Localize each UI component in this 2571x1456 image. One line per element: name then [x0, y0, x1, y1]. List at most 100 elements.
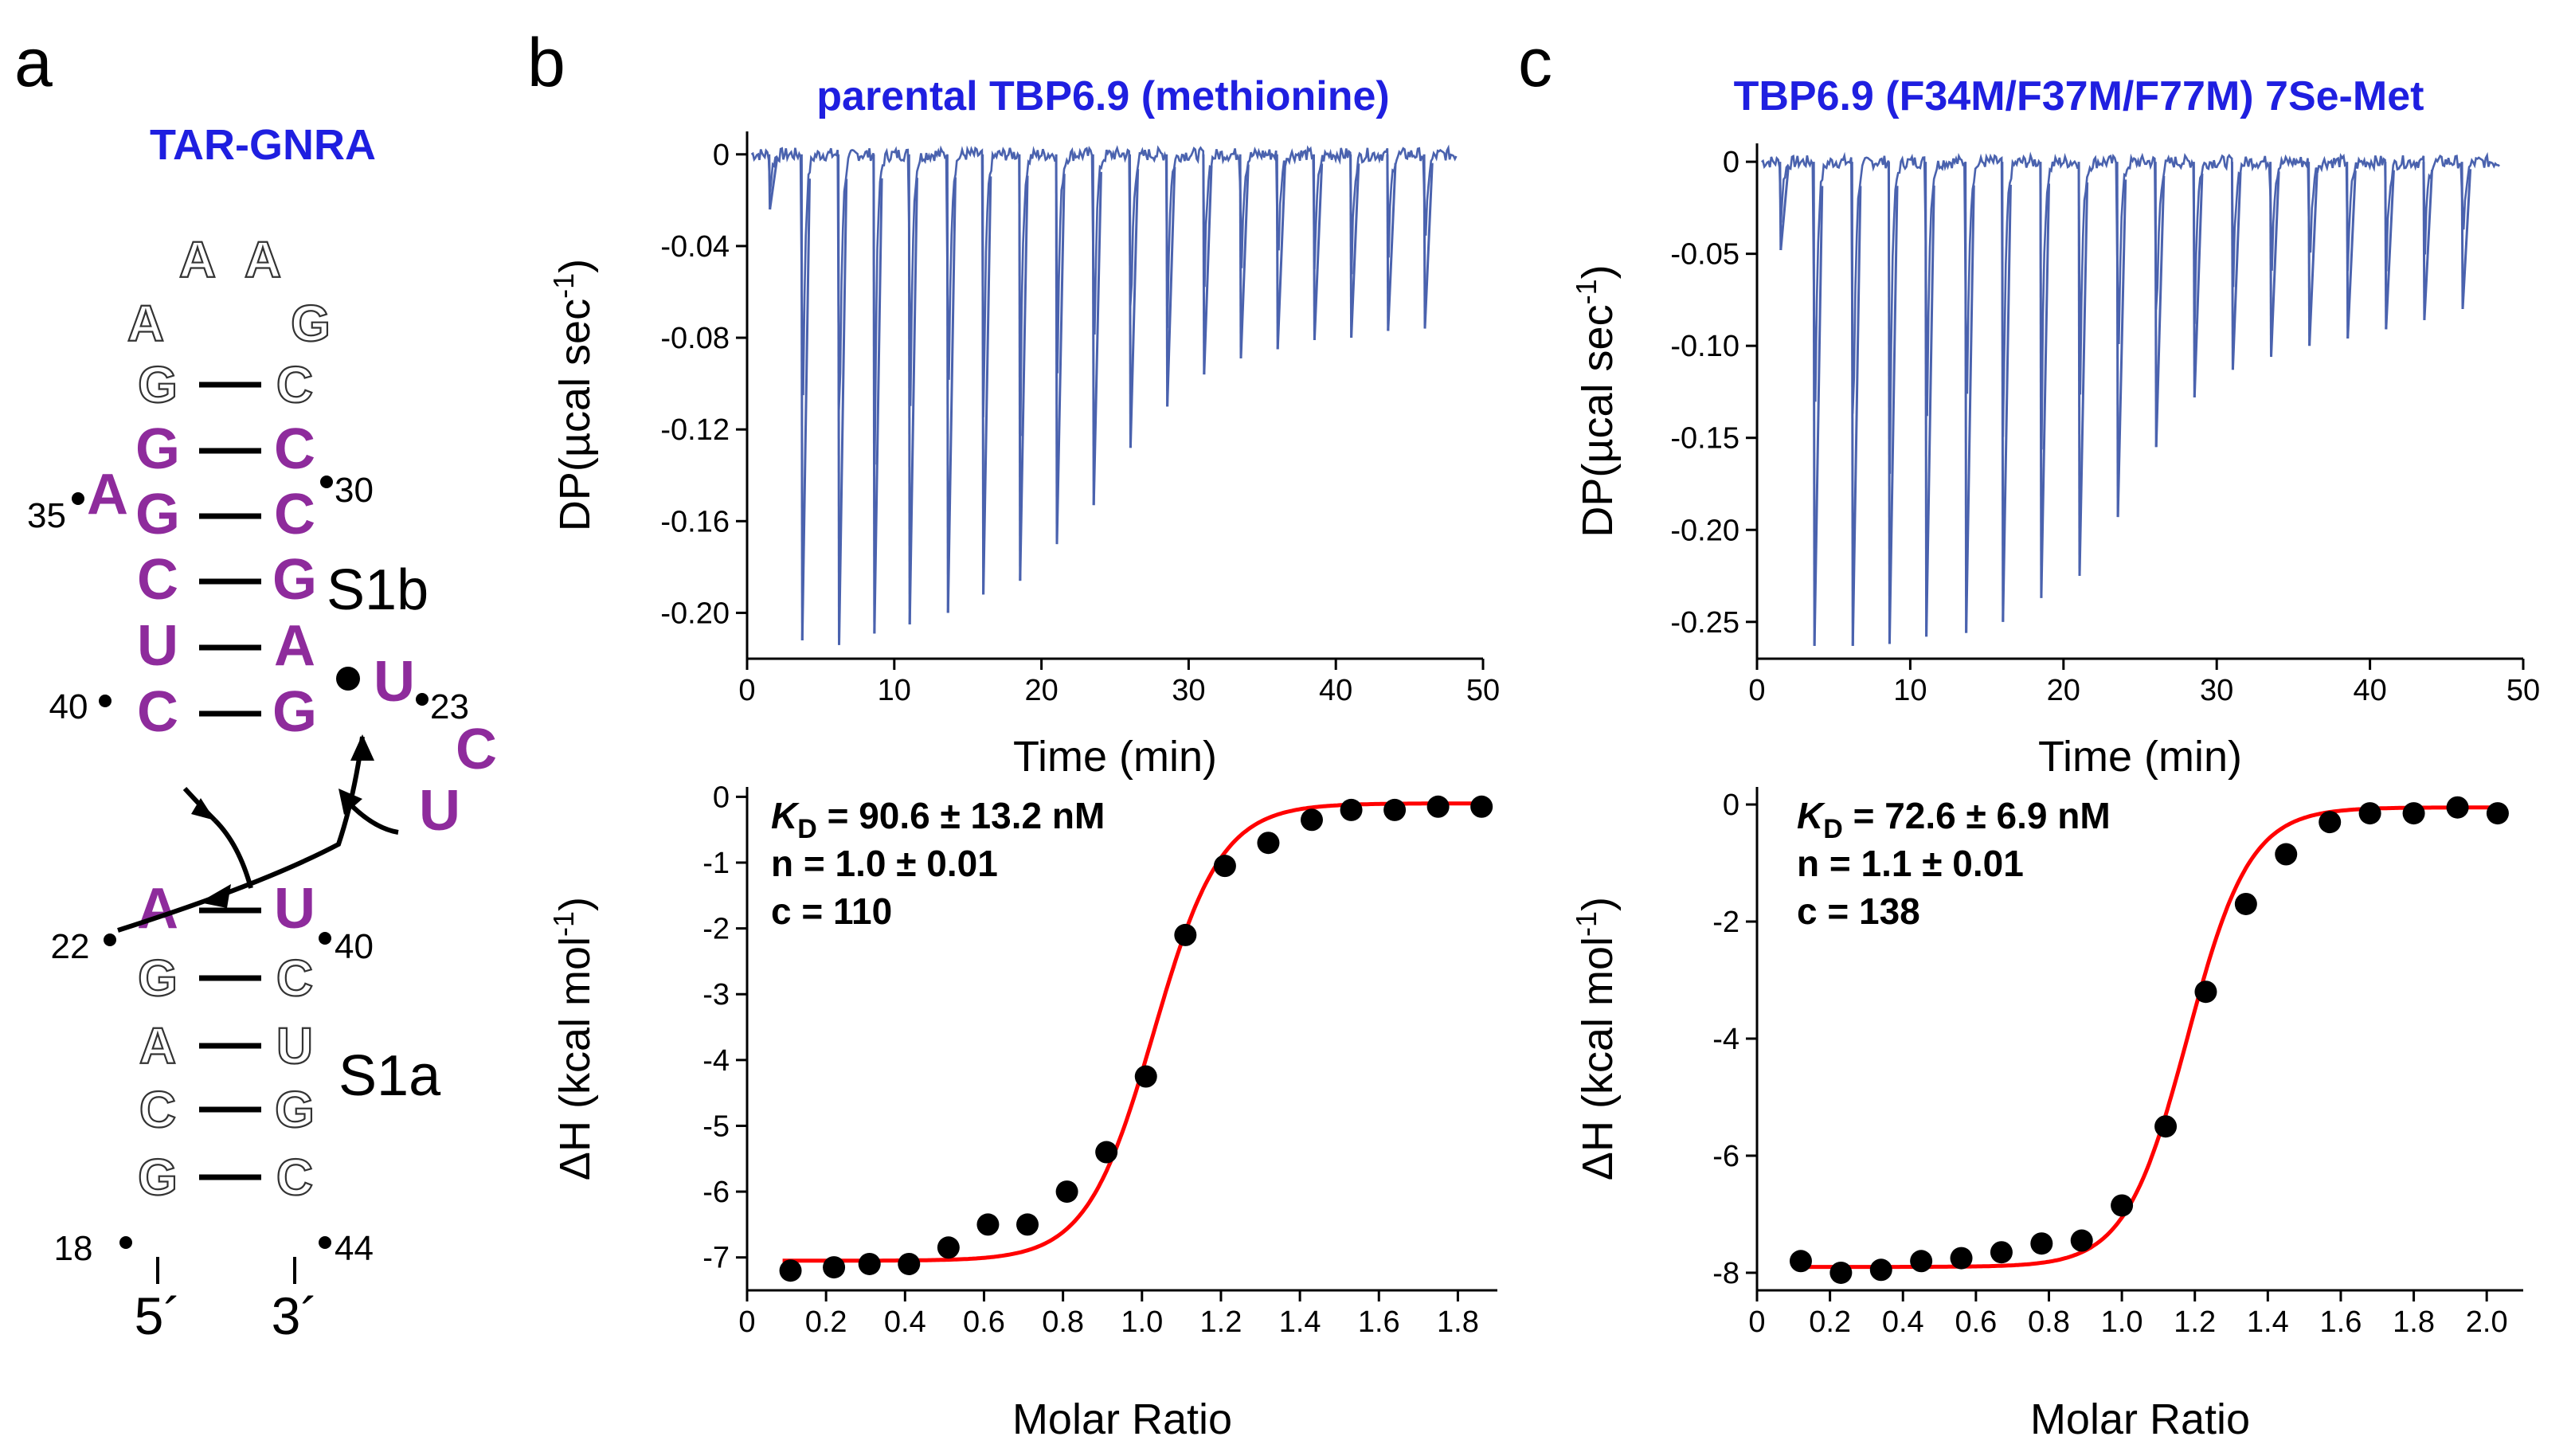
panel-b-title: parental TBP6.9 (methionine)	[816, 73, 1389, 119]
c-bottom-x-tick-label: 1.4	[2247, 1305, 2289, 1339]
label-18: 18	[54, 1229, 93, 1268]
nt-44-dot	[319, 1236, 331, 1249]
arrow-c-to-u-tail	[213, 818, 253, 889]
c-top-injection-decay	[1965, 185, 1975, 633]
c-top-injection-decay	[2308, 170, 2319, 346]
kd-b: KD = 90.6 ± 13.2 nM	[771, 795, 1105, 844]
pair-6-left-nt: C	[137, 680, 178, 744]
c-bottom-data-point	[1950, 1247, 1973, 1270]
b-bottom-y-label-end: )	[551, 897, 599, 911]
c-bottom-data-point	[2402, 802, 2425, 825]
b-bottom-y-tick-label: -2	[702, 913, 730, 946]
b-top-injection-decay	[1019, 175, 1029, 581]
b-bottom-x-tick-label: 0.8	[1042, 1305, 1084, 1339]
c-bottom-data-point	[2154, 1115, 2178, 1138]
stem-label-s1b: S1b	[327, 558, 428, 622]
c-bottom-y-tick-label: -6	[1712, 1140, 1739, 1173]
b-bottom-y-tick-label: -3	[702, 978, 730, 1012]
c-top-injection-decay	[2193, 173, 2204, 397]
c-top-injection-decay	[2040, 183, 2051, 598]
c-bottom-data-point	[2111, 1194, 2134, 1217]
b-top-injection-decay	[769, 157, 779, 210]
arrowhead-left	[338, 789, 362, 815]
loop-nt-3: A	[127, 295, 164, 352]
c-bottom-y-label-sup: -1	[1570, 911, 1602, 937]
label-44: 44	[335, 1229, 374, 1268]
bulge-nt-35: A	[87, 463, 128, 526]
b-bottom-data-point	[1174, 923, 1197, 946]
b-bottom-y-label: ΔH (kcal mol-1)	[547, 897, 599, 1180]
b-bottom-x-tick-label: 1.8	[1437, 1305, 1479, 1339]
b-top-injection-decay	[1239, 164, 1250, 359]
b-bottom-data-point	[1426, 795, 1450, 818]
b-top-x-tick-label: 20	[1024, 674, 1058, 707]
b-bottom-data-point	[1055, 1180, 1078, 1204]
b-top-injection-decay	[982, 176, 992, 595]
b-top-x-tick-label: 30	[1172, 674, 1205, 707]
kd-b-value: = 90.6 ± 13.2 nM	[817, 795, 1105, 836]
apical-loop: A A A G	[127, 230, 331, 353]
b-bottom-y-tick-label: -7	[702, 1242, 730, 1275]
b-top-injection-decay	[838, 178, 848, 645]
b-bottom-data-point	[1213, 855, 1236, 878]
kd-b-sub: D	[797, 814, 817, 844]
b-bottom-y-label-main: ΔH (kcal mol	[551, 937, 599, 1180]
c-top-injection-decay	[2461, 169, 2472, 310]
loop-nt-2: A	[245, 231, 281, 288]
c-bottom-data-point	[2275, 843, 2298, 866]
c-top-injection-decay	[2270, 171, 2280, 358]
b-top-y-label-sup: -1	[547, 273, 580, 299]
nt-40-right-dot	[319, 932, 331, 945]
b-top-injection-decay	[1055, 174, 1066, 545]
label-35: 35	[27, 496, 66, 535]
c-top-y-label-end: )	[1574, 264, 1622, 279]
b-bottom-y-tick-label: -6	[702, 1176, 730, 1209]
label-22: 22	[51, 927, 90, 966]
nt-18-dot	[119, 1236, 132, 1249]
c-top-y-tick-label: -0.20	[1670, 514, 1739, 547]
b-top-injection-decay	[1387, 162, 1397, 331]
c-bottom-x-tick-label: 0.8	[2028, 1305, 2070, 1339]
b-top-injection-decay	[1166, 166, 1176, 407]
b-top-y-label-end: )	[551, 259, 599, 273]
nt-22-dot	[104, 933, 116, 946]
panel-b: b parental TBP6.9 (methionine) 0 10 20 30 40…	[527, 25, 1500, 1443]
c-top-injection-decay	[1851, 186, 1862, 646]
c-bottom-data-point	[1990, 1241, 2013, 1264]
panel-c: c TBP6.9 (F34M/F37M/F77M) 7Se-Met 0 10 20 3…	[1518, 25, 2540, 1443]
b-bottom-data-point	[1340, 798, 1363, 821]
c-top-injection-decay	[2423, 169, 2434, 320]
b-bottom-data-point	[937, 1236, 960, 1259]
c-top-x-tick-label: 20	[2047, 674, 2080, 707]
c-bottom-x-tick-label: 0	[1748, 1305, 1765, 1339]
bulge-dot	[336, 667, 360, 691]
c-top-x-tick-label: 40	[2353, 674, 2386, 707]
c-bottom-data-point	[2446, 796, 2469, 819]
c-bottom-y-label-main: ΔH (kcal mol	[1574, 937, 1622, 1180]
b-bottom-x-label: Molar Ratio	[1012, 1395, 1232, 1443]
nt-35-dot	[72, 492, 84, 505]
pair-6-right-nt: G	[272, 680, 317, 744]
b-bottom-data-point	[1095, 1141, 1118, 1164]
pair-4-right-nt: G	[272, 548, 317, 612]
c-bottom-x-tick-label: 1.0	[2101, 1305, 2143, 1339]
c-top-injection-decay	[2154, 175, 2166, 448]
b-bottom-data-point	[823, 1256, 846, 1279]
pair-7-right-nt: U	[274, 877, 315, 941]
pair-3-left-nt: G	[135, 483, 180, 546]
b-top-x-tick-label: 10	[878, 674, 911, 707]
c-bottom-x-tick-label: 1.2	[2174, 1305, 2216, 1339]
pair-7-left-nt: A	[137, 877, 178, 941]
c-bottom-y-tick-label: -4	[1712, 1023, 1739, 1056]
b-bottom-data-point	[858, 1252, 881, 1275]
pair-11-left-nt: G	[138, 1149, 178, 1206]
b-bottom-y-tick-label: -1	[702, 847, 730, 880]
chart-b-isotherm: 0 0.2 0.4 0.6 0.8 1.0 1.2 1.4 1.6 1.8 0 -1 -2 -3 -4 -5 -…	[547, 781, 1497, 1443]
c-bottom-x-tick-label: 0.6	[1955, 1305, 1997, 1339]
b-top-injection-decay	[908, 178, 918, 624]
c-top-x-tick-label: 0	[1748, 674, 1765, 707]
b-bottom-x-tick-label: 1.6	[1358, 1305, 1400, 1339]
c-bottom-data-point	[2319, 811, 2342, 834]
b-top-y-label: DP(µcal sec-1)	[547, 259, 599, 531]
